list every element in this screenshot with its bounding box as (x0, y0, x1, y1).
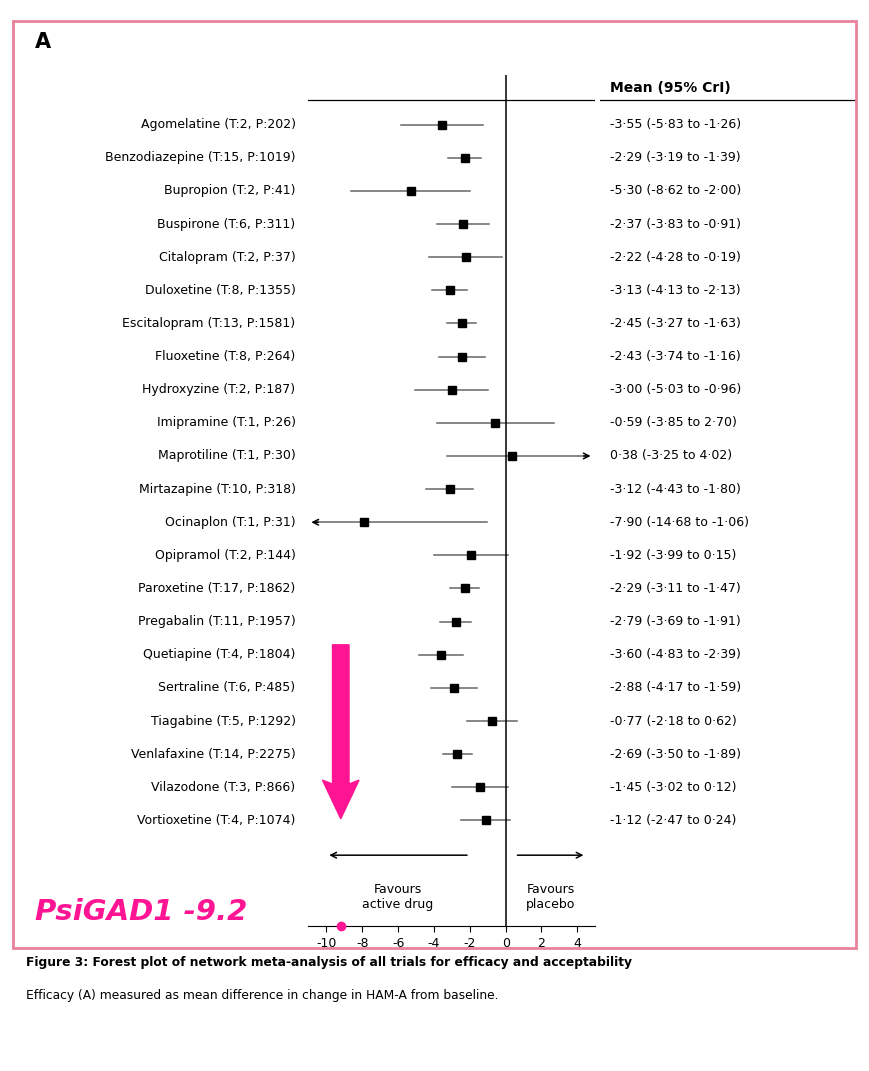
Text: Bupropion (T:2, P:41): Bupropion (T:2, P:41) (164, 184, 295, 197)
Text: -3·13 (-4·13 to -2·13): -3·13 (-4·13 to -2·13) (610, 284, 740, 297)
Text: -1·12 (-2·47 to 0·24): -1·12 (-2·47 to 0·24) (610, 814, 736, 827)
Text: -2·37 (-3·83 to -0·91): -2·37 (-3·83 to -0·91) (610, 217, 741, 230)
Text: -0·77 (-2·18 to 0·62): -0·77 (-2·18 to 0·62) (610, 714, 737, 727)
Text: -1·45 (-3·02 to 0·12): -1·45 (-3·02 to 0·12) (610, 781, 736, 794)
Text: Efficacy (A) measured as mean difference in change in HAM-A from baseline.: Efficacy (A) measured as mean difference… (26, 989, 499, 1001)
Text: Venlafaxine (T:14, P:2275): Venlafaxine (T:14, P:2275) (131, 748, 295, 760)
Text: Figure 3: Forest plot of network meta-analysis of all trials for efficacy and ac: Figure 3: Forest plot of network meta-an… (26, 956, 632, 969)
Text: PsiGAD1 -9.2: PsiGAD1 -9.2 (35, 899, 247, 926)
Text: Duloxetine (T:8, P:1355): Duloxetine (T:8, P:1355) (144, 284, 295, 297)
Text: -2·29 (-3·11 to -1·47): -2·29 (-3·11 to -1·47) (610, 582, 740, 595)
Text: Favours
active drug: Favours active drug (362, 884, 434, 911)
Text: -2·29 (-3·19 to -1·39): -2·29 (-3·19 to -1·39) (610, 151, 740, 164)
Text: Citalopram (T:2, P:37): Citalopram (T:2, P:37) (159, 251, 295, 263)
Text: -3·60 (-4·83 to -2·39): -3·60 (-4·83 to -2·39) (610, 648, 740, 661)
Text: -5·30 (-8·62 to -2·00): -5·30 (-8·62 to -2·00) (610, 184, 741, 197)
Text: -3·55 (-5·83 to -1·26): -3·55 (-5·83 to -1·26) (610, 118, 741, 131)
Text: -2·79 (-3·69 to -1·91): -2·79 (-3·69 to -1·91) (610, 615, 740, 628)
Text: -3·12 (-4·43 to -1·80): -3·12 (-4·43 to -1·80) (610, 483, 740, 496)
Text: Vortioxetine (T:4, P:1074): Vortioxetine (T:4, P:1074) (137, 814, 295, 827)
Text: Benzodiazepine (T:15, P:1019): Benzodiazepine (T:15, P:1019) (105, 151, 295, 164)
Text: Favours
placebo: Favours placebo (526, 884, 575, 911)
Text: Escitalopram (T:13, P:1581): Escitalopram (T:13, P:1581) (123, 317, 295, 330)
Text: Buspirone (T:6, P:311): Buspirone (T:6, P:311) (157, 217, 295, 230)
Text: Agomelatine (T:2, P:202): Agomelatine (T:2, P:202) (141, 118, 295, 131)
Text: Hydroxyzine (T:2, P:187): Hydroxyzine (T:2, P:187) (143, 383, 295, 396)
Text: Maprotiline (T:1, P:30): Maprotiline (T:1, P:30) (158, 450, 295, 463)
Text: -2·43 (-3·74 to -1·16): -2·43 (-3·74 to -1·16) (610, 350, 740, 363)
Text: -2·88 (-4·17 to -1·59): -2·88 (-4·17 to -1·59) (610, 681, 741, 694)
Text: Quetiapine (T:4, P:1804): Quetiapine (T:4, P:1804) (143, 648, 295, 661)
Text: Ocinaplon (T:1, P:31): Ocinaplon (T:1, P:31) (165, 516, 295, 529)
Text: Paroxetine (T:17, P:1862): Paroxetine (T:17, P:1862) (138, 582, 295, 595)
Text: Sertraline (T:6, P:485): Sertraline (T:6, P:485) (158, 681, 295, 694)
Text: -0·59 (-3·85 to 2·70): -0·59 (-3·85 to 2·70) (610, 417, 737, 429)
Text: -2·69 (-3·50 to -1·89): -2·69 (-3·50 to -1·89) (610, 748, 741, 760)
Text: Tiagabine (T:5, P:1292): Tiagabine (T:5, P:1292) (150, 714, 295, 727)
Text: Fluoxetine (T:8, P:264): Fluoxetine (T:8, P:264) (156, 350, 295, 363)
Text: Mirtazapine (T:10, P:318): Mirtazapine (T:10, P:318) (138, 483, 295, 496)
Text: Imipramine (T:1, P:26): Imipramine (T:1, P:26) (156, 417, 295, 429)
Text: -3·00 (-5·03 to -0·96): -3·00 (-5·03 to -0·96) (610, 383, 741, 396)
Text: -2·22 (-4·28 to -0·19): -2·22 (-4·28 to -0·19) (610, 251, 740, 263)
Text: Opipramol (T:2, P:144): Opipramol (T:2, P:144) (155, 548, 295, 562)
Text: -1·92 (-3·99 to 0·15): -1·92 (-3·99 to 0·15) (610, 548, 736, 562)
Text: A: A (35, 32, 51, 52)
Text: Vilazodone (T:3, P:866): Vilazodone (T:3, P:866) (151, 781, 295, 794)
Text: -7·90 (-14·68 to -1·06): -7·90 (-14·68 to -1·06) (610, 516, 749, 529)
Text: Mean (95% CrI): Mean (95% CrI) (610, 81, 731, 95)
Text: Pregabalin (T:11, P:1957): Pregabalin (T:11, P:1957) (138, 615, 295, 628)
Text: -2·45 (-3·27 to -1·63): -2·45 (-3·27 to -1·63) (610, 317, 740, 330)
Text: 0·38 (-3·25 to 4·02): 0·38 (-3·25 to 4·02) (610, 450, 732, 463)
